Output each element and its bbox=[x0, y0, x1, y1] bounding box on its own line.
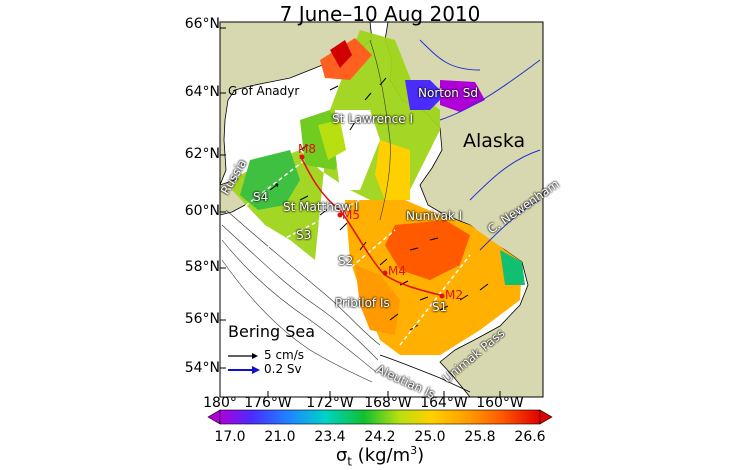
mooring-m8-marker bbox=[299, 154, 305, 160]
section-s1-line bbox=[399, 254, 471, 346]
lat-label-64: 64°N bbox=[184, 84, 220, 100]
lon-label-168w: 168°W bbox=[364, 395, 412, 411]
bathymetry-contours bbox=[221, 39, 391, 383]
map-frame bbox=[219, 21, 544, 398]
colorbar-right-arrow bbox=[539, 409, 553, 425]
section-s2-label: S2 bbox=[338, 254, 354, 268]
colorbar bbox=[207, 409, 553, 425]
lon-ticks bbox=[219, 391, 501, 397]
colorbar-bar bbox=[219, 409, 541, 425]
lon-label-172w: 172°W bbox=[306, 395, 354, 411]
sigma-symbol: σ bbox=[335, 445, 348, 466]
lat-label-58: 58°N bbox=[184, 259, 220, 275]
place-pribilof: Pribilof Is bbox=[335, 296, 390, 310]
mooring-m5-marker bbox=[337, 212, 343, 218]
place-nunivak: Nunivak I bbox=[406, 209, 463, 223]
lon-label-164w: 164°W bbox=[420, 395, 468, 411]
lat-label-60: 60°N bbox=[184, 203, 220, 219]
colorbar-left-arrow bbox=[207, 409, 221, 425]
mooring-m4-label: M4 bbox=[388, 264, 406, 278]
sigma-subscript: t bbox=[347, 454, 352, 469]
mooring-m8-label: M8 bbox=[298, 142, 316, 156]
mooring-m4-marker bbox=[382, 270, 388, 276]
mooring-path bbox=[299, 154, 441, 296]
section-s1-label: S1 bbox=[432, 300, 448, 314]
sigma-t-field bbox=[232, 30, 525, 355]
colorbar-tick: 17.0 bbox=[214, 429, 246, 445]
rivers bbox=[419, 39, 541, 251]
figure-title: 7 June–10 Aug 2010 bbox=[279, 2, 481, 26]
colorbar-tick: 23.4 bbox=[314, 429, 346, 445]
section-lines bbox=[239, 159, 471, 346]
lat-ticks bbox=[220, 27, 226, 369]
colorbar-title: σt (kg/m3) bbox=[300, 444, 460, 469]
mooring-m5-label: M5 bbox=[342, 208, 360, 222]
place-alaska: Alaska bbox=[463, 130, 526, 152]
lat-label-54: 54°N bbox=[184, 360, 220, 376]
section-s4-label: S4 bbox=[253, 190, 269, 204]
colorbar-tick: 24.2 bbox=[364, 429, 396, 445]
place-norton-sound: Norton Sd bbox=[418, 86, 478, 100]
lat-label-66: 66°N bbox=[184, 16, 220, 32]
place-st-lawrence: St Lawrence I bbox=[332, 112, 413, 126]
lon-label-176w: 176°W bbox=[244, 395, 292, 411]
units-text: (kg/m bbox=[351, 445, 411, 466]
lat-label-62: 62°N bbox=[184, 146, 220, 162]
lon-label-180: 180° bbox=[203, 395, 237, 411]
place-st-matthew: St Matthew I bbox=[283, 200, 359, 214]
colorbar-tick: 26.6 bbox=[514, 429, 546, 445]
legend-transport-label: 0.2 Sv bbox=[264, 362, 302, 376]
section-s2-line bbox=[329, 229, 396, 286]
aleutian-arc bbox=[379, 354, 471, 393]
legend-speed-label: 5 cm/s bbox=[264, 348, 305, 362]
lon-label-160w: 160°W bbox=[476, 395, 524, 411]
velocity-arrows bbox=[269, 77, 489, 331]
legend-arrows bbox=[228, 353, 260, 374]
place-bering-sea: Bering Sea bbox=[228, 322, 316, 341]
place-gulf-of-anadyr: G of Anadyr bbox=[228, 84, 300, 98]
mooring-m2-marker bbox=[439, 293, 445, 299]
colorbar-tick: 25.0 bbox=[414, 429, 446, 445]
lat-label-56: 56°N bbox=[184, 311, 220, 327]
section-s3-line bbox=[261, 199, 361, 251]
mooring-points bbox=[299, 154, 445, 299]
units-close: ) bbox=[417, 445, 425, 466]
colorbar-tick: 25.8 bbox=[464, 429, 496, 445]
colorbar-tick: 21.0 bbox=[264, 429, 296, 445]
units-superscript: 3 bbox=[410, 444, 418, 457]
mooring-m2-label: M2 bbox=[445, 288, 463, 302]
section-s3-label: S3 bbox=[296, 228, 312, 242]
